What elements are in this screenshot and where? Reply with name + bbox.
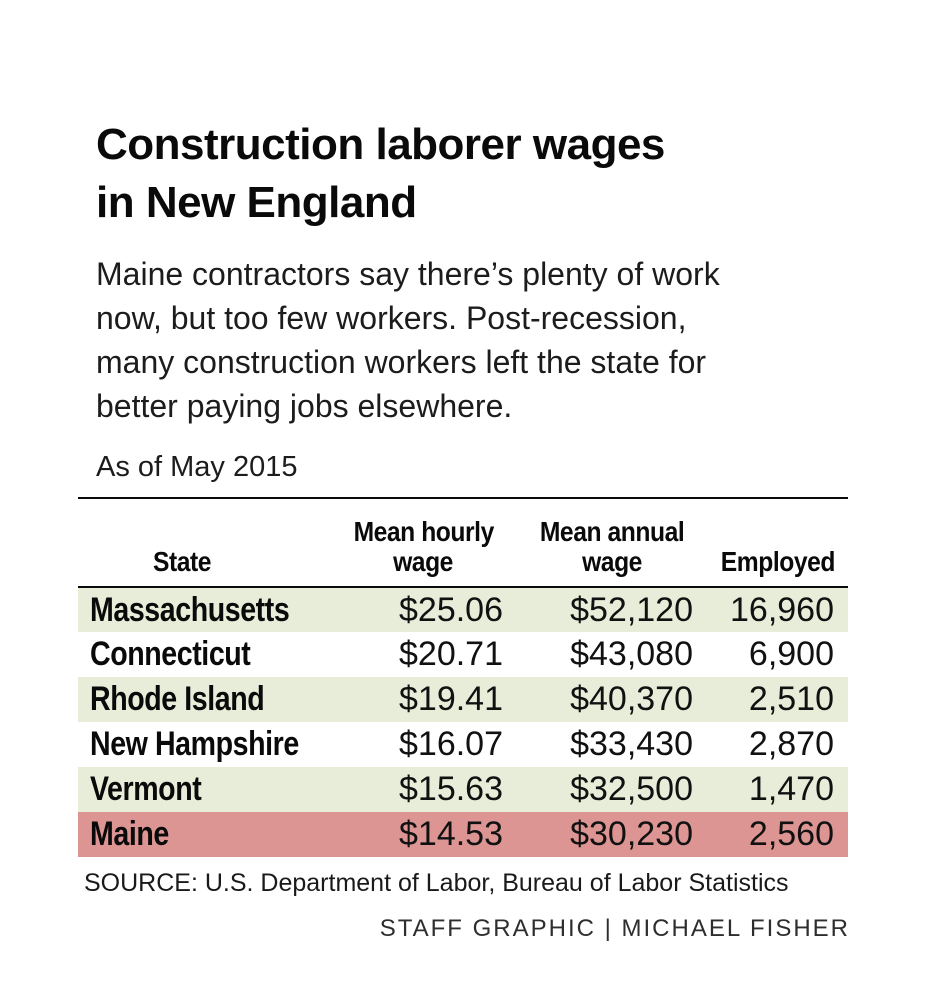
intro-line: many construction workers left the state…	[96, 344, 707, 380]
employed-value: 1,470	[707, 767, 848, 812]
annual-wage-value: $33,430	[570, 725, 693, 763]
hourly-wage-value: $15.63	[330, 767, 517, 812]
title-line-1: Construction laborer wages	[96, 120, 665, 169]
employed-value: 2,870	[748, 725, 834, 763]
state-name: New Hampshire	[90, 725, 299, 763]
hourly-wage-value: $14.53	[330, 812, 517, 857]
employed-value: 2,560	[707, 812, 848, 857]
hourly-wage-value: $25.06	[330, 587, 517, 632]
wage-table: State Mean hourly wage Mean annual wage …	[78, 497, 848, 857]
intro-line: better paying jobs elsewhere.	[96, 388, 513, 424]
column-header-employed: Employed	[707, 497, 848, 588]
intro-paragraph: Maine contractors say there’s plenty of …	[96, 252, 944, 428]
table-row-maine-highlighted: Maine $14.53 $30,230 2,560	[78, 812, 848, 857]
page-title: Construction laborer wages in New Englan…	[96, 116, 944, 232]
staff-credit: STAFF GRAPHIC | MICHAEL FISHER	[379, 915, 850, 942]
state-name: Massachusetts	[90, 590, 290, 629]
table-row-connecticut: Connecticut $20.71 $43,080 6,900	[78, 632, 848, 677]
hourly-wage-value: $16.07	[399, 725, 503, 763]
hourly-wage-value: $19.41	[330, 677, 517, 722]
state-name: Maine	[90, 815, 169, 853]
table-row-new-hampshire: New Hampshire $16.07 $33,430 2,870	[78, 722, 848, 767]
hourly-wage-value: $20.71	[399, 635, 503, 673]
table-header: State Mean hourly wage Mean annual wage …	[78, 497, 848, 588]
column-header-mean-hourly-wage: Mean hourly wage	[330, 497, 517, 588]
employed-value: 6,900	[748, 635, 834, 673]
annual-wage-value: $40,370	[517, 677, 707, 722]
annual-wage-value: $52,120	[517, 587, 707, 632]
employed-value: 2,510	[707, 677, 848, 722]
employed-value: 16,960	[707, 587, 848, 632]
table-row-vermont: Vermont $15.63 $32,500 1,470	[78, 767, 848, 812]
state-name: Rhode Island	[90, 680, 265, 718]
annual-wage-value: $30,230	[517, 812, 707, 857]
title-line-2: in New England	[96, 178, 417, 227]
annual-wage-value: $43,080	[570, 635, 693, 673]
table-row-massachusetts: Massachusetts $25.06 $52,120 16,960	[78, 587, 848, 632]
column-header-state: State	[78, 497, 330, 588]
column-header-mean-annual-wage: Mean annual wage	[517, 497, 707, 588]
state-name: Connecticut	[90, 635, 251, 673]
state-name: Vermont	[90, 770, 202, 808]
annual-wage-value: $32,500	[517, 767, 707, 812]
intro-line: now, but too few workers. Post-recession…	[96, 300, 687, 336]
source-attribution: SOURCE: U.S. Department of Labor, Bureau…	[84, 869, 789, 897]
table-row-rhode-island: Rhode Island $19.41 $40,370 2,510	[78, 677, 848, 722]
as-of-label: As of May 2015	[96, 451, 298, 483]
intro-line: Maine contractors say there’s plenty of …	[96, 256, 720, 292]
